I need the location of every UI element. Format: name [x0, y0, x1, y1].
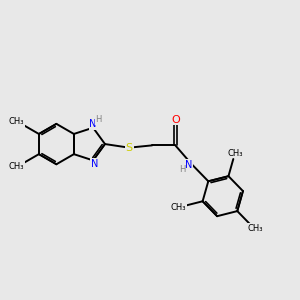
Text: N: N — [89, 119, 97, 129]
Text: CH₃: CH₃ — [170, 202, 186, 211]
Text: H: H — [95, 115, 102, 124]
Text: CH₃: CH₃ — [9, 162, 24, 171]
Text: H: H — [179, 165, 186, 174]
Text: CH₃: CH₃ — [228, 149, 243, 158]
Text: CH₃: CH₃ — [9, 117, 24, 126]
Text: N: N — [184, 160, 192, 170]
Text: O: O — [171, 115, 180, 124]
Text: S: S — [125, 143, 133, 153]
Text: CH₃: CH₃ — [247, 224, 263, 232]
Text: N: N — [91, 159, 98, 169]
